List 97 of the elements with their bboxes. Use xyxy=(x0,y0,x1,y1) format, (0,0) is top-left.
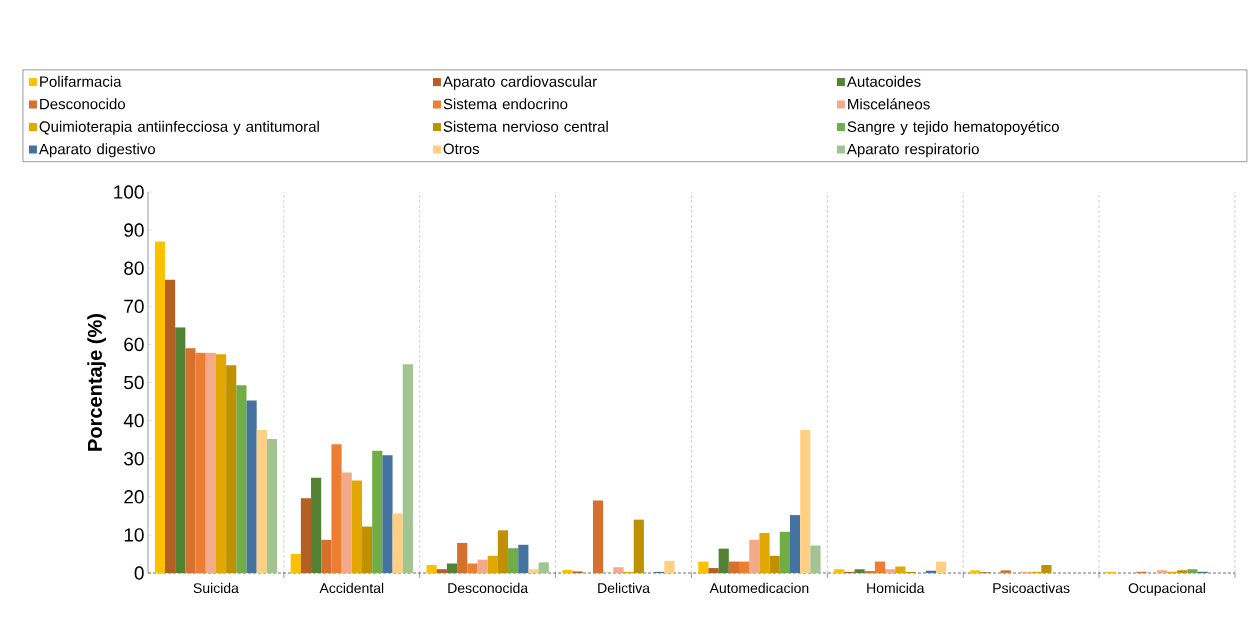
bar xyxy=(728,561,740,573)
bar xyxy=(226,365,237,573)
bar xyxy=(769,555,780,573)
bar xyxy=(895,566,906,573)
bar xyxy=(528,569,539,573)
bar xyxy=(1187,569,1198,573)
bar xyxy=(164,279,176,573)
bar xyxy=(215,354,227,573)
bar xyxy=(779,531,790,573)
legend-label: Otros xyxy=(443,143,480,155)
bar xyxy=(497,530,509,573)
bar xyxy=(467,563,478,573)
legend-label: Sistema nervioso central xyxy=(443,120,608,132)
bar xyxy=(266,438,278,573)
bar xyxy=(436,569,447,573)
bar xyxy=(477,559,488,573)
x-tick-label: Desconocida xyxy=(448,582,529,594)
y-tick-label: 50 xyxy=(124,375,144,390)
legend-label: Quimioterapia antiinfecciosa y antitumoral xyxy=(39,120,319,135)
y-tick-label: 80 xyxy=(124,261,144,275)
bar xyxy=(382,455,393,573)
y-tick-label: 100 xyxy=(114,185,144,199)
bar xyxy=(195,352,206,573)
x-tick-label: Delictiva xyxy=(598,582,650,594)
y-tick-label: 0 xyxy=(134,566,144,580)
legend-label: Aparato respiratorio xyxy=(846,143,979,158)
bar xyxy=(1041,565,1052,573)
x-tick-label: Psicoactivas xyxy=(993,582,1070,594)
bar xyxy=(321,539,332,573)
bar xyxy=(351,480,362,573)
bar xyxy=(854,569,865,573)
bar xyxy=(708,568,719,573)
bar xyxy=(236,385,247,573)
bar xyxy=(331,444,342,573)
bar xyxy=(538,562,549,573)
bar xyxy=(874,561,886,573)
bar xyxy=(311,477,322,573)
y-tick-label: 40 xyxy=(123,413,144,428)
bar xyxy=(402,364,413,573)
x-tick-label: Homicida xyxy=(867,582,925,594)
bar xyxy=(1000,570,1011,573)
legend-label: Sistema endocrino xyxy=(443,98,568,110)
bar xyxy=(246,400,257,573)
bar xyxy=(341,472,352,573)
bar xyxy=(290,553,301,573)
bar xyxy=(613,567,624,573)
bar xyxy=(518,544,529,573)
bar xyxy=(256,430,267,573)
bar xyxy=(457,542,468,573)
bar xyxy=(185,348,196,573)
bar xyxy=(936,561,947,573)
bar xyxy=(205,352,216,573)
legend-label: Desconocido xyxy=(40,98,126,110)
legend-label: Sangre y tejido hematopoyético xyxy=(847,120,1059,135)
y-tick-label: 60 xyxy=(124,337,144,352)
y-tick-label: 70 xyxy=(124,299,144,314)
bar xyxy=(749,539,760,573)
bar xyxy=(372,450,383,573)
legend-label: Aparato cardiovascular xyxy=(442,75,597,90)
x-tick-label: Suicida xyxy=(193,582,239,594)
bar xyxy=(739,561,750,573)
bar xyxy=(810,545,821,573)
legend-label: Autacoides xyxy=(846,75,921,87)
bar xyxy=(664,560,675,573)
x-tick-label: Accidental xyxy=(319,582,384,594)
bar xyxy=(487,555,498,573)
bar xyxy=(633,519,644,573)
bar xyxy=(1156,570,1167,573)
bar xyxy=(361,526,373,573)
legend-label: Misceláneos xyxy=(848,98,930,110)
bar xyxy=(175,327,186,573)
bar xyxy=(592,500,604,573)
bar xyxy=(800,430,811,573)
x-tick-label: Ocupacional xyxy=(1128,582,1205,596)
y-tick-label: 20 xyxy=(124,490,144,504)
y-tick-label: 10 xyxy=(124,528,144,542)
bar xyxy=(969,570,981,573)
bar xyxy=(1177,570,1188,573)
y-tick-label: 90 xyxy=(124,223,144,237)
bar xyxy=(154,241,165,573)
bar xyxy=(885,569,896,573)
bar xyxy=(426,565,437,573)
legend-label: Polifarmacia xyxy=(40,75,122,87)
bar xyxy=(759,533,770,573)
bar xyxy=(834,569,845,573)
bar xyxy=(392,513,403,573)
bar xyxy=(446,563,458,573)
bar xyxy=(789,515,801,573)
legend-label: Aparato digestivo xyxy=(38,143,156,158)
bar xyxy=(562,569,573,573)
y-axis-title: Porcentaje (%) xyxy=(87,314,106,451)
bar xyxy=(698,561,709,573)
bar xyxy=(718,548,729,573)
bar xyxy=(300,498,312,573)
x-tick-label: Automedicacion xyxy=(709,582,809,594)
y-tick-label: 30 xyxy=(124,451,144,466)
bar xyxy=(508,548,519,573)
